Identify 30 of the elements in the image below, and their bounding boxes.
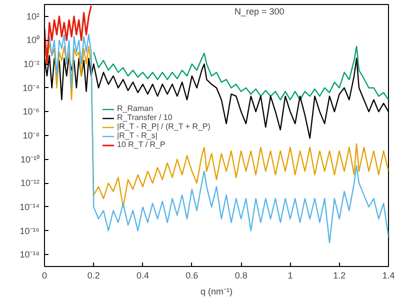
y-tick-label: 10⁻⁴ xyxy=(22,82,40,93)
x-tick-label: 0.8 xyxy=(234,270,248,280)
x-axis-title: q (nm⁻¹) xyxy=(200,286,233,296)
y-tick-label: 10⁰ xyxy=(26,35,40,46)
x-tick-label: 0.6 xyxy=(186,270,198,280)
legend-label: 10 R_T / R_P xyxy=(117,140,166,149)
y-tick-label: 10⁻² xyxy=(23,59,40,70)
y-tick-label: 10⁻¹⁶ xyxy=(20,226,40,236)
legend-label: |R_T - R_P| / (R_T + R_P) xyxy=(117,122,210,131)
x-tick-label: 0 xyxy=(42,270,48,280)
y-tick-label: 10⁻¹⁰ xyxy=(20,154,40,164)
x-tick-label: 1.2 xyxy=(333,270,346,280)
x-tick-label: 1 xyxy=(288,270,293,280)
line-series xyxy=(44,34,388,244)
line-series xyxy=(44,43,388,208)
x-tick-label: 0.4 xyxy=(136,270,150,280)
line-series xyxy=(93,46,388,100)
y-tick-label: 10⁻¹⁸ xyxy=(20,250,40,260)
x-tick-label: 0.2 xyxy=(87,270,100,280)
y-tick-label: 10⁻¹² xyxy=(20,178,40,188)
line-series xyxy=(44,4,92,65)
x-tick-label: 1.4 xyxy=(382,270,395,280)
legend-label: R_Transfer / 10 xyxy=(117,113,172,122)
legend-label: |R_T - R_s| xyxy=(117,131,158,140)
annotation: N_rep = 300 xyxy=(234,6,284,16)
y-tick-label: 10⁻⁶ xyxy=(22,106,40,117)
y-tick-label: 10⁻¹⁴ xyxy=(20,202,40,212)
y-tick-label: 10⁻⁸ xyxy=(22,130,40,140)
legend-label: R_Raman xyxy=(117,104,154,113)
y-tick-label: 10² xyxy=(26,11,40,22)
